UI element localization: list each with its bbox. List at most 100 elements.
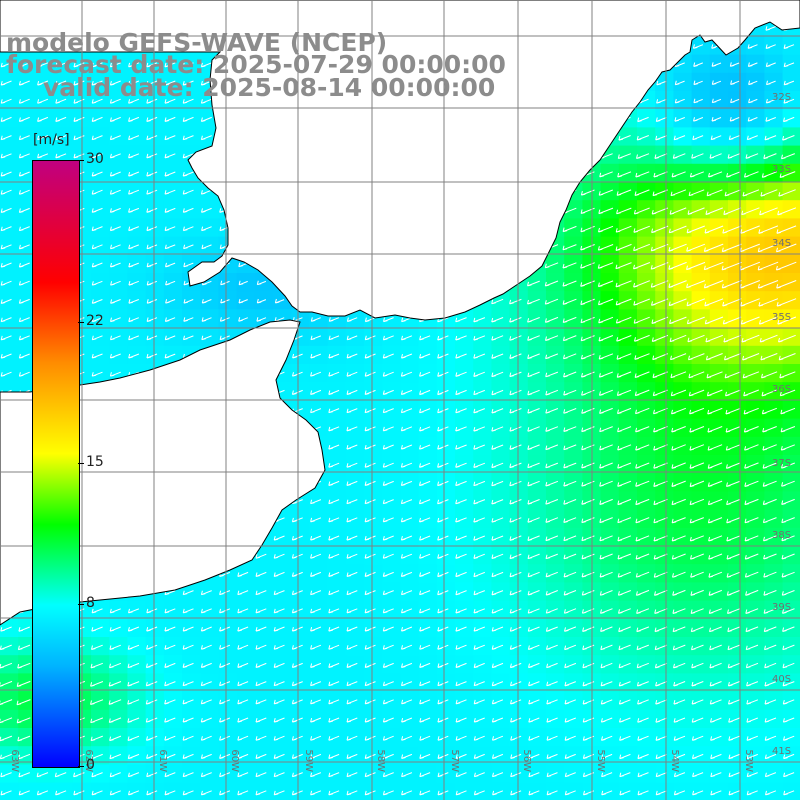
- wind-arrow: [200, 135, 212, 141]
- wind-arrow: [779, 389, 796, 397]
- wind-arrow: [37, 62, 49, 68]
- wind-arrow: [726, 498, 741, 506]
- wind-arrow: [652, 189, 668, 197]
- wind-arrow: [686, 280, 706, 289]
- wind-arrow: [491, 480, 504, 487]
- latitude-label: 38S: [772, 530, 791, 541]
- wind-arrow: [346, 371, 358, 377]
- wind-arrow: [759, 334, 778, 343]
- wind-arrow: [473, 553, 485, 559]
- wind-arrow: [455, 371, 467, 377]
- wind-arrow: [703, 280, 724, 289]
- wind-arrow: [91, 62, 103, 68]
- wind-arrow: [671, 171, 686, 178]
- wind-arrow: [0, 280, 12, 286]
- wind-arrow: [616, 335, 632, 342]
- wind-arrow: [689, 407, 705, 415]
- wind-arrow: [636, 153, 650, 159]
- wind-arrow: [128, 98, 140, 104]
- wind-arrow: [37, 116, 49, 122]
- wind-arrow: [364, 480, 376, 486]
- wind-arrow: [128, 62, 140, 68]
- longitude-label: 54W: [669, 749, 680, 772]
- wind-arrow: [509, 517, 522, 523]
- wind-arrow: [693, 80, 703, 86]
- wind-arrow: [780, 444, 795, 451]
- wind-arrow: [310, 408, 322, 414]
- wind-arrow: [91, 171, 103, 177]
- wind-arrow: [110, 299, 121, 304]
- wind-arrow: [182, 116, 194, 122]
- wind-arrow: [763, 153, 777, 160]
- wind-arrow: [781, 535, 795, 542]
- wind-arrow: [128, 80, 140, 86]
- wind-arrow: [599, 462, 613, 469]
- wind-arrow: [201, 317, 212, 322]
- wind-arrow: [562, 335, 577, 342]
- wind-arrow: [742, 189, 760, 197]
- wind-arrow: [599, 553, 613, 560]
- wind-arrow: [599, 389, 613, 396]
- wind-arrow: [615, 298, 632, 306]
- wind-arrow: [598, 353, 614, 360]
- wind-arrow: [527, 535, 540, 541]
- wind-arrow: [146, 244, 158, 250]
- wind-arrow: [328, 317, 340, 322]
- wind-arrow: [509, 462, 522, 469]
- wind-arrow: [635, 462, 650, 469]
- wind-arrow: [633, 280, 650, 288]
- wind-arrow: [707, 517, 723, 524]
- wind-arrow: [91, 226, 103, 232]
- wind-arrow: [563, 426, 577, 432]
- wind-arrow: [419, 553, 431, 559]
- wind-arrow: [91, 116, 103, 122]
- wind-arrow: [382, 444, 394, 450]
- wind-arrow: [382, 335, 394, 341]
- wind-arrow: [328, 480, 340, 486]
- wind-arrow: [509, 298, 522, 305]
- wind-arrow: [545, 535, 559, 542]
- wind-arrow: [671, 462, 686, 469]
- wind-arrow: [527, 444, 540, 450]
- wind-arrow: [563, 462, 577, 469]
- wind-arrow: [128, 153, 140, 159]
- wind-arrow: [633, 243, 650, 252]
- wind-arrow: [165, 280, 176, 286]
- wind-arrow: [91, 353, 103, 359]
- wind-arrow: [91, 98, 103, 104]
- latitude-label: 36S: [772, 384, 791, 395]
- wind-arrow: [128, 116, 140, 122]
- wind-arrow: [146, 98, 158, 104]
- wind-arrow: [781, 480, 795, 487]
- wind-arrow: [310, 353, 321, 359]
- wind-arrow: [762, 462, 777, 469]
- wind-arrow: [762, 444, 777, 451]
- wind-arrow: [419, 499, 431, 505]
- wind-arrow: [689, 535, 704, 542]
- wind-arrow: [707, 480, 723, 487]
- wind-arrow: [689, 426, 705, 433]
- wind-arrow: [635, 553, 650, 560]
- wind-arrow: [219, 335, 230, 341]
- wind-arrow: [599, 407, 613, 414]
- wind-arrow: [473, 535, 485, 541]
- longitude-label: 56W: [521, 749, 532, 772]
- wind-arrow: [110, 262, 121, 268]
- wind-arrow: [164, 189, 176, 195]
- wind-arrow: [704, 298, 724, 307]
- wind-arrow: [545, 499, 559, 505]
- wind-arrow: [364, 444, 376, 450]
- wind-arrow: [742, 353, 760, 361]
- wind-arrow: [0, 244, 12, 250]
- wind-arrow: [437, 553, 449, 559]
- wind-arrow: [364, 317, 376, 323]
- wind-arrow: [437, 517, 449, 523]
- wind-arrow: [634, 371, 650, 378]
- wind-arrow: [238, 280, 248, 286]
- wind-arrow: [723, 334, 742, 343]
- wind-arrow: [708, 553, 723, 560]
- longitude-label: 60W: [229, 749, 240, 772]
- wind-arrow: [563, 553, 577, 560]
- wind-arrow: [780, 407, 796, 415]
